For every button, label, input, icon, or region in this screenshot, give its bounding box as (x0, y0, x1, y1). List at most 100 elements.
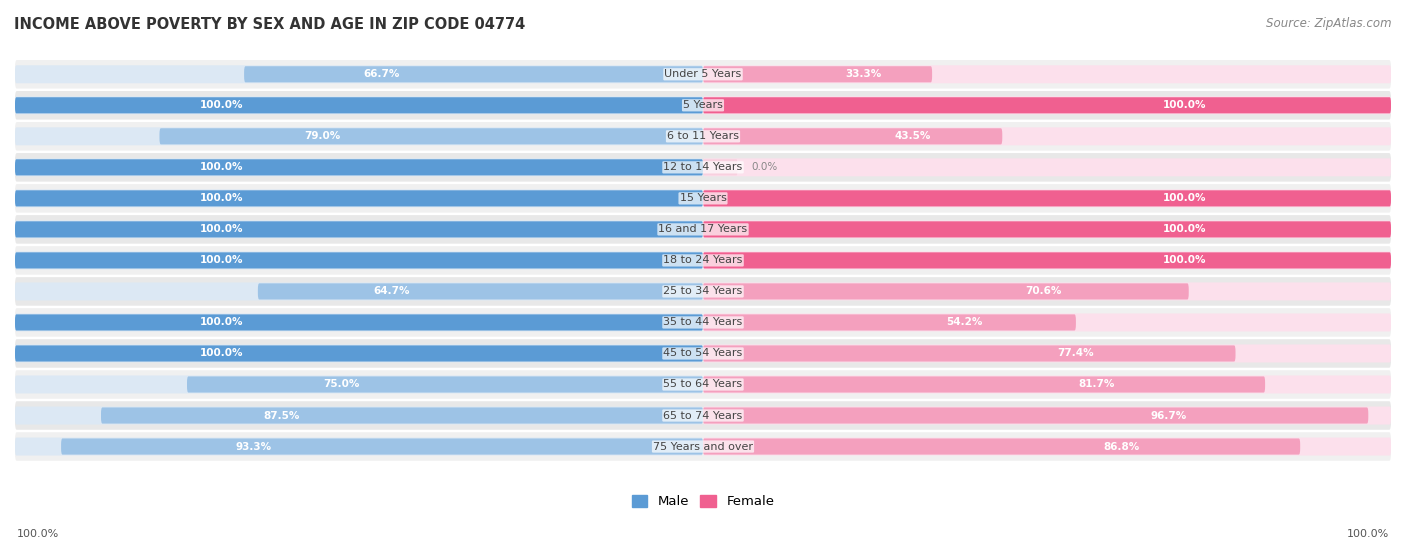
FancyBboxPatch shape (15, 65, 703, 83)
FancyBboxPatch shape (703, 345, 1236, 362)
FancyBboxPatch shape (15, 344, 703, 362)
Text: 18 to 24 Years: 18 to 24 Years (664, 255, 742, 266)
FancyBboxPatch shape (703, 66, 932, 82)
FancyBboxPatch shape (703, 408, 1368, 424)
Text: 100.0%: 100.0% (200, 318, 243, 328)
FancyBboxPatch shape (15, 96, 703, 114)
FancyBboxPatch shape (15, 158, 703, 176)
FancyBboxPatch shape (15, 221, 703, 238)
FancyBboxPatch shape (15, 401, 1391, 430)
FancyBboxPatch shape (15, 252, 703, 268)
Text: 100.0%: 100.0% (1163, 255, 1206, 266)
Text: 35 to 44 Years: 35 to 44 Years (664, 318, 742, 328)
FancyBboxPatch shape (15, 314, 703, 330)
FancyBboxPatch shape (703, 376, 1391, 394)
FancyBboxPatch shape (15, 60, 1391, 88)
Text: 93.3%: 93.3% (236, 442, 271, 452)
Text: 100.0%: 100.0% (1347, 529, 1389, 539)
FancyBboxPatch shape (703, 97, 1391, 113)
Text: 45 to 54 Years: 45 to 54 Years (664, 348, 742, 358)
FancyBboxPatch shape (257, 283, 703, 300)
Text: 6 to 11 Years: 6 to 11 Years (666, 131, 740, 141)
FancyBboxPatch shape (187, 376, 703, 392)
Text: 87.5%: 87.5% (263, 410, 299, 420)
FancyBboxPatch shape (703, 406, 1391, 424)
Text: 75.0%: 75.0% (323, 380, 360, 390)
Text: 100.0%: 100.0% (200, 224, 243, 234)
FancyBboxPatch shape (101, 408, 703, 424)
FancyBboxPatch shape (15, 308, 1391, 337)
Text: 100.0%: 100.0% (17, 529, 59, 539)
Text: 100.0%: 100.0% (200, 255, 243, 266)
FancyBboxPatch shape (703, 438, 1301, 454)
Text: 65 to 74 Years: 65 to 74 Years (664, 410, 742, 420)
Text: INCOME ABOVE POVERTY BY SEX AND AGE IN ZIP CODE 04774: INCOME ABOVE POVERTY BY SEX AND AGE IN Z… (14, 17, 526, 32)
FancyBboxPatch shape (60, 438, 703, 454)
Text: 0.0%: 0.0% (751, 162, 778, 172)
FancyBboxPatch shape (15, 376, 703, 394)
Text: 33.3%: 33.3% (845, 69, 882, 79)
FancyBboxPatch shape (15, 220, 703, 238)
FancyBboxPatch shape (703, 159, 737, 176)
FancyBboxPatch shape (15, 159, 703, 176)
FancyBboxPatch shape (703, 252, 1391, 269)
FancyBboxPatch shape (15, 370, 1391, 399)
FancyBboxPatch shape (15, 190, 703, 207)
Text: 77.4%: 77.4% (1057, 348, 1094, 358)
Text: 100.0%: 100.0% (200, 193, 243, 203)
FancyBboxPatch shape (15, 246, 1391, 274)
FancyBboxPatch shape (703, 128, 1002, 144)
FancyBboxPatch shape (703, 438, 1391, 456)
Text: 96.7%: 96.7% (1150, 410, 1187, 420)
FancyBboxPatch shape (15, 153, 1391, 182)
FancyBboxPatch shape (703, 220, 1391, 238)
FancyBboxPatch shape (15, 432, 1391, 461)
FancyBboxPatch shape (703, 127, 1391, 145)
Text: 55 to 64 Years: 55 to 64 Years (664, 380, 742, 390)
FancyBboxPatch shape (703, 344, 1391, 362)
Text: 12 to 14 Years: 12 to 14 Years (664, 162, 742, 172)
FancyBboxPatch shape (15, 339, 1391, 368)
Text: 43.5%: 43.5% (894, 131, 931, 141)
FancyBboxPatch shape (703, 221, 1391, 238)
FancyBboxPatch shape (703, 314, 1391, 331)
FancyBboxPatch shape (15, 190, 703, 206)
Text: 100.0%: 100.0% (1163, 193, 1206, 203)
FancyBboxPatch shape (15, 252, 703, 269)
Text: 25 to 34 Years: 25 to 34 Years (664, 286, 742, 296)
Text: Under 5 Years: Under 5 Years (665, 69, 741, 79)
FancyBboxPatch shape (15, 282, 703, 300)
Legend: Male, Female: Male, Female (626, 490, 780, 514)
FancyBboxPatch shape (703, 252, 1391, 268)
FancyBboxPatch shape (15, 314, 703, 331)
FancyBboxPatch shape (703, 96, 1391, 114)
FancyBboxPatch shape (703, 190, 1391, 206)
FancyBboxPatch shape (15, 215, 1391, 244)
Text: 15 Years: 15 Years (679, 193, 727, 203)
FancyBboxPatch shape (15, 438, 703, 456)
FancyBboxPatch shape (15, 184, 1391, 212)
FancyBboxPatch shape (245, 66, 703, 82)
FancyBboxPatch shape (703, 314, 1076, 330)
Text: 86.8%: 86.8% (1102, 442, 1139, 452)
FancyBboxPatch shape (15, 91, 1391, 120)
FancyBboxPatch shape (15, 122, 1391, 150)
Text: 100.0%: 100.0% (1163, 100, 1206, 110)
Text: 100.0%: 100.0% (200, 348, 243, 358)
FancyBboxPatch shape (703, 282, 1391, 300)
FancyBboxPatch shape (703, 283, 1188, 300)
FancyBboxPatch shape (15, 406, 703, 424)
FancyBboxPatch shape (703, 190, 1391, 207)
FancyBboxPatch shape (703, 376, 1265, 392)
Text: 100.0%: 100.0% (1163, 224, 1206, 234)
FancyBboxPatch shape (15, 345, 703, 362)
FancyBboxPatch shape (703, 65, 1391, 83)
Text: 100.0%: 100.0% (200, 100, 243, 110)
Text: 70.6%: 70.6% (1025, 286, 1062, 296)
Text: 54.2%: 54.2% (946, 318, 983, 328)
Text: 66.7%: 66.7% (364, 69, 399, 79)
FancyBboxPatch shape (15, 277, 1391, 306)
Text: Source: ZipAtlas.com: Source: ZipAtlas.com (1267, 17, 1392, 30)
Text: 5 Years: 5 Years (683, 100, 723, 110)
FancyBboxPatch shape (159, 128, 703, 144)
